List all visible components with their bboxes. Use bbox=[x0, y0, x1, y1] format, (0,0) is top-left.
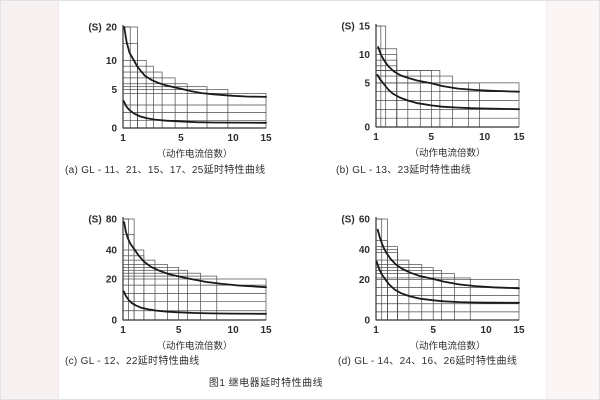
chart-a: 0 5 10 20 1 5 10 15 (S) （动作电流倍数） bbox=[73, 15, 278, 163]
y-tick-label: 20 bbox=[359, 275, 371, 286]
x-tick-label: 5 bbox=[178, 133, 184, 144]
grid-step-box bbox=[375, 82, 520, 128]
grid-step-box bbox=[375, 54, 398, 128]
grid-step-box bbox=[375, 246, 398, 321]
y-tick-label: 20 bbox=[106, 274, 118, 285]
y-unit-label: (S) bbox=[341, 22, 354, 33]
x-tick-label: 5 bbox=[429, 132, 435, 143]
y-tick-label: 0 bbox=[364, 123, 370, 134]
y-tick-label: 0 bbox=[364, 316, 370, 327]
chart-a-caption: (a) GL - 11、21、15、17、25延时特性曲线 bbox=[65, 165, 266, 176]
y-tick-label: 15 bbox=[359, 22, 371, 33]
x-axis-title: （动作电流倍数） bbox=[409, 147, 485, 159]
page-right-margin-band bbox=[546, 1, 599, 399]
x-tick-label: 10 bbox=[479, 132, 491, 143]
y-tick-label: 10 bbox=[106, 56, 118, 67]
x-tick-label: 1 bbox=[120, 133, 126, 144]
chart-c-caption: (c) GL - 12、22延时特性曲线 bbox=[65, 356, 200, 367]
y-tick-label: 60 bbox=[359, 215, 371, 226]
chart-d-caption: (d) GL - 14、24、16、26延时特性曲线 bbox=[338, 356, 518, 367]
grid-step-box bbox=[375, 82, 470, 128]
y-tick-label: 5 bbox=[364, 78, 370, 89]
y-tick-label: 10 bbox=[359, 50, 371, 61]
y-tick-label: 40 bbox=[106, 246, 118, 257]
x-tick-label: 1 bbox=[373, 132, 379, 143]
x-tick-label: 5 bbox=[176, 325, 182, 336]
chart-d: 0 20 40 60 1 5 10 15 (S) （动作电流倍数） bbox=[326, 207, 531, 355]
y-tick-label: 0 bbox=[111, 124, 117, 135]
x-tick-label: 15 bbox=[260, 325, 272, 336]
y-tick-label: 40 bbox=[359, 245, 371, 256]
x-tick-label: 1 bbox=[373, 325, 379, 336]
page-left-margin-band bbox=[1, 1, 59, 399]
upper-curve bbox=[123, 221, 267, 289]
x-tick-label: 10 bbox=[228, 133, 240, 144]
x-tick-label: 15 bbox=[513, 325, 525, 336]
x-tick-label: 10 bbox=[481, 325, 493, 336]
x-axis-title: （动作电流倍数） bbox=[156, 148, 232, 160]
lower-curve bbox=[122, 290, 267, 315]
y-unit-label: (S) bbox=[88, 215, 101, 226]
upper-curve bbox=[123, 26, 267, 98]
upper-curve bbox=[377, 46, 520, 93]
lower-curve bbox=[375, 260, 520, 304]
x-tick-label: 1 bbox=[120, 325, 126, 336]
figure-caption: 图1 继电器延时特性曲线 bbox=[208, 378, 324, 389]
lower-curve bbox=[122, 100, 267, 124]
grid-step-box bbox=[122, 255, 145, 321]
upper-curve bbox=[376, 228, 520, 290]
x-axis-title: （动作电流倍数） bbox=[156, 340, 232, 352]
x-tick-label: 10 bbox=[228, 325, 240, 336]
lower-curve bbox=[376, 74, 520, 111]
x-tick-label: 15 bbox=[513, 132, 525, 143]
y-unit-label: (S) bbox=[88, 23, 101, 34]
chart-b-caption: (b) GL - 13、23延时特性曲线 bbox=[336, 165, 472, 176]
x-axis-title: （动作电流倍数） bbox=[409, 340, 485, 352]
y-tick-label: 0 bbox=[111, 316, 117, 327]
x-tick-label: 5 bbox=[430, 325, 436, 336]
chart-c: 0 20 40 80 1 5 10 15 (S) （动作电流倍数） bbox=[73, 207, 278, 355]
y-unit-label: (S) bbox=[341, 215, 354, 226]
chart-b: 0 5 10 15 1 5 10 15 (S) （动作电流倍数） bbox=[326, 14, 531, 162]
x-tick-label: 15 bbox=[260, 133, 272, 144]
y-tick-label: 80 bbox=[106, 215, 118, 226]
y-tick-label: 5 bbox=[111, 85, 117, 96]
y-tick-label: 20 bbox=[106, 23, 118, 34]
